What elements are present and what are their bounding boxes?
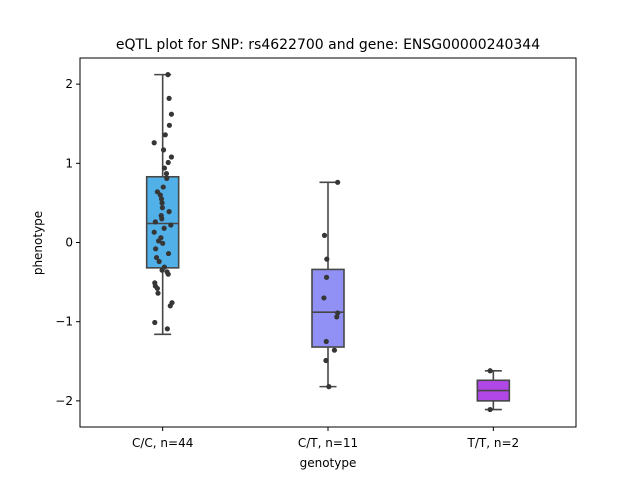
data-point [164,326,170,332]
x-tick-label: C/T, n=11 [298,436,358,450]
box [311,268,345,348]
data-point [323,338,329,345]
box-group [145,73,180,336]
data-point [323,357,329,364]
x-tick-label: C/C, n=44 [132,436,193,450]
data-point [158,196,165,202]
x-axis: C/C, n=44 C/T, n=11 T/T, n=2 [132,427,519,450]
data-point [165,250,172,257]
data-point [153,254,160,261]
data-point [166,209,172,215]
data-point [321,295,327,301]
y-tick-label: 2 [65,77,73,91]
data-point [160,240,166,246]
box [145,175,180,269]
data-point [164,175,170,181]
data-point [153,246,159,252]
chart-title: eQTL plot for SNP: rs4622700 and gene: E… [116,37,540,53]
data-point [160,147,167,153]
data-point [487,406,493,413]
data-point [323,274,330,280]
data-point [166,122,172,128]
data-point [335,310,341,316]
data-point [154,285,161,292]
box-group [311,181,345,388]
data-point [335,179,341,185]
data-point [162,132,168,138]
data-point [165,72,171,78]
y-axis: −2 −1 0 1 2 [55,77,80,408]
y-tick-label: 1 [65,156,73,170]
data-point [167,303,173,309]
data-point [159,200,165,206]
box-group [476,369,511,411]
data-point [161,165,168,171]
data-point [168,222,174,228]
data-point [166,95,172,101]
y-axis-label: phenotype [31,211,45,275]
data-point [152,319,158,326]
data-point [168,154,175,160]
data-point [165,159,171,166]
data-point [159,205,165,211]
data-point [156,258,162,265]
data-point [159,216,165,222]
data-point [326,384,332,390]
data-point [155,290,161,296]
x-axis-label: genotype [300,456,357,470]
data-point [487,368,493,374]
data-point [152,219,158,225]
data-point [155,238,162,244]
data-point [163,171,170,177]
data-point [157,192,163,198]
data-point [159,267,165,273]
data-point [334,314,340,320]
data-point [331,347,338,353]
data-point [324,256,330,262]
plot-area [145,72,511,413]
data-point [168,111,175,117]
data-point [165,271,171,277]
data-point [161,225,167,231]
data-point [151,140,157,146]
data-point [160,184,166,190]
y-tick-label: 0 [65,236,73,250]
data-point [151,229,157,235]
y-tick-label: −2 [55,394,73,408]
data-point [321,232,328,238]
x-tick-label: T/T, n=2 [467,436,520,450]
y-tick-label: −1 [55,315,73,329]
